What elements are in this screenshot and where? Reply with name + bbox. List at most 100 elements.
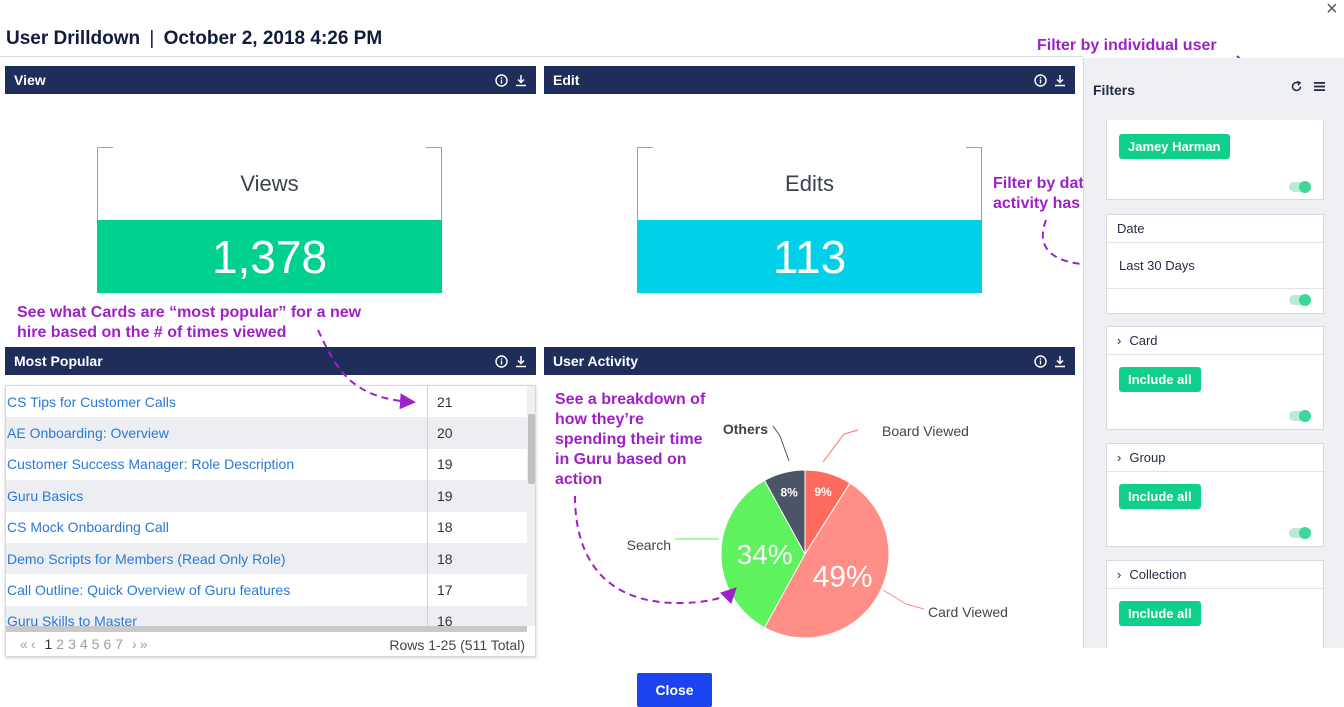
view-panel-title: View [14, 72, 46, 88]
last-page-button[interactable]: » [139, 636, 148, 652]
filters-tools [1290, 80, 1326, 93]
pie-category-label: Board Viewed [882, 423, 969, 439]
pie-category-label: Others [723, 421, 768, 437]
horizontal-scrollbar[interactable] [6, 626, 527, 632]
card-title-link[interactable]: Customer Success Manager: Role Descripti… [7, 456, 295, 473]
view-count: 20 [427, 417, 453, 449]
card-title-link[interactable]: AE Onboarding: Overview [7, 425, 169, 442]
download-icon[interactable] [515, 74, 527, 87]
annotation-line: spending their time [555, 431, 703, 448]
page-title: User Drilldown | October 2, 2018 4:26 PM [6, 28, 382, 50]
view-count: 18 [427, 511, 453, 543]
annotation-popular: See what Cards are “most popular” for a … [17, 303, 361, 343]
card-title-link[interactable]: CS Tips for Customer Calls [7, 393, 176, 410]
scrollbar-thumb[interactable] [528, 414, 535, 484]
card-filter-toggle[interactable] [1289, 410, 1311, 422]
download-icon[interactable] [1054, 74, 1066, 87]
first-page-button[interactable]: « [20, 636, 28, 652]
card-edge [637, 163, 638, 220]
download-icon[interactable] [515, 355, 527, 368]
card-title-link[interactable]: CS Mock Onboarding Call [7, 519, 169, 536]
view-count: 16 [427, 605, 453, 626]
prev-page-button[interactable]: ‹ [30, 636, 36, 652]
info-icon[interactable] [495, 73, 508, 87]
user-chip[interactable]: Jamey Harman [1119, 134, 1230, 159]
chevron-right-icon: › [1117, 333, 1122, 348]
close-icon[interactable]: × [1326, 0, 1338, 20]
group-include-all-chip[interactable]: Include all [1119, 484, 1201, 509]
title-divider [0, 56, 1083, 57]
pie-category-label: Card Viewed [928, 604, 1008, 620]
page-number[interactable]: 7 [115, 636, 124, 652]
pie-percent-label: 8% [780, 485, 798, 499]
date-filter-value: Last 30 Days [1119, 258, 1195, 273]
pie-category-label: Search [627, 537, 671, 553]
page-number[interactable]: 3 [68, 636, 76, 652]
collection-include-all-chip[interactable]: Include all [1119, 601, 1201, 626]
card-include-all-chip[interactable]: Include all [1119, 367, 1201, 392]
table-row[interactable]: AE Onboarding: Overview 20 [6, 417, 527, 449]
date-filter-header[interactable]: Date [1107, 215, 1323, 243]
info-icon[interactable] [495, 354, 508, 368]
vertical-scrollbar[interactable] [527, 386, 535, 626]
download-icon[interactable] [1054, 355, 1066, 368]
table-row[interactable]: CS Mock Onboarding Call 18 [6, 511, 527, 543]
table-row[interactable]: Guru Skills to Master 16 [6, 605, 527, 626]
view-panel-header: View [5, 66, 536, 94]
date-filter-toggle[interactable] [1289, 294, 1311, 306]
annotation-line: hire based on the # of times viewed [17, 324, 287, 341]
info-icon[interactable] [1034, 354, 1047, 368]
card-title-link[interactable]: Demo Scripts for Members (Read Only Role… [7, 550, 286, 567]
card-title-link[interactable]: Call Outline: Quick Overview of Guru fea… [7, 582, 291, 599]
page-number[interactable]: 4 [79, 636, 88, 652]
card-edge [97, 163, 98, 220]
table-row[interactable]: Demo Scripts for Members (Read Only Role… [6, 542, 527, 575]
menu-icon[interactable] [1313, 80, 1326, 93]
card-edge [441, 163, 442, 220]
card-filter-card: › Card Include all [1106, 326, 1324, 430]
user-filter-card: Jamey Harman [1106, 120, 1324, 200]
annotation-line: in Guru based on [555, 451, 687, 468]
most-popular-panel-title: Most Popular [14, 353, 103, 369]
card-title-link[interactable]: Guru Basics [7, 487, 84, 504]
filters-title: Filters [1093, 82, 1136, 98]
card-filter-label: Card [1129, 333, 1158, 348]
card-title-link[interactable]: Guru Skills to Master [7, 613, 137, 626]
annotation-line: action [555, 471, 603, 488]
pie-slice[interactable] [763, 482, 890, 639]
pie-slice[interactable] [763, 469, 806, 555]
page-datetime: October 2, 2018 4:26 PM [163, 28, 383, 49]
user-activity-pie-chart: 9% Board Viewed 49% Card Viewed 34% Search 8% O… [627, 421, 1008, 639]
pie-percent-label: 34% [737, 539, 793, 570]
annotation-breakdown: See a breakdown of how they’re spending … [555, 390, 705, 490]
table-row[interactable]: CS Tips for Customer Calls 21 [6, 386, 527, 418]
group-filter-card: › Group Include all [1106, 443, 1324, 547]
view-count: 19 [427, 448, 453, 481]
collection-filter-header[interactable]: › Collection [1107, 561, 1323, 589]
next-page-button[interactable]: › [132, 636, 137, 652]
page-number[interactable]: 5 [91, 636, 100, 652]
table-row[interactable]: Guru Basics 19 [6, 480, 527, 512]
page-number[interactable]: 1 [44, 636, 53, 652]
page-number[interactable]: 2 [56, 636, 65, 652]
annotation-line: See a breakdown of [555, 391, 706, 408]
user-filter-toggle[interactable] [1289, 181, 1311, 193]
rows-total: Rows 1-25 (511 Total) [389, 637, 525, 653]
date-filter-value-row[interactable]: Last 30 Days [1107, 243, 1323, 289]
table-row[interactable]: Customer Success Manager: Role Descripti… [6, 448, 527, 481]
group-filter-toggle[interactable] [1289, 527, 1311, 539]
card-corner [966, 147, 982, 163]
close-button[interactable]: Close [637, 673, 712, 707]
group-filter-header[interactable]: › Group [1107, 444, 1323, 472]
table-row[interactable]: Call Outline: Quick Overview of Guru fea… [6, 574, 527, 606]
chevron-right-icon: › [1117, 567, 1122, 582]
table-body: CS Tips for Customer Calls 21 AE Onboardin… [6, 386, 527, 626]
collection-filter-label: Collection [1129, 567, 1187, 582]
view-count: 18 [427, 542, 453, 575]
page-number[interactable]: 6 [103, 636, 112, 652]
info-icon[interactable] [1034, 73, 1047, 87]
card-filter-header[interactable]: › Card [1107, 327, 1323, 355]
refresh-icon[interactable] [1290, 80, 1303, 93]
annotation-line: how they’re [555, 411, 644, 428]
